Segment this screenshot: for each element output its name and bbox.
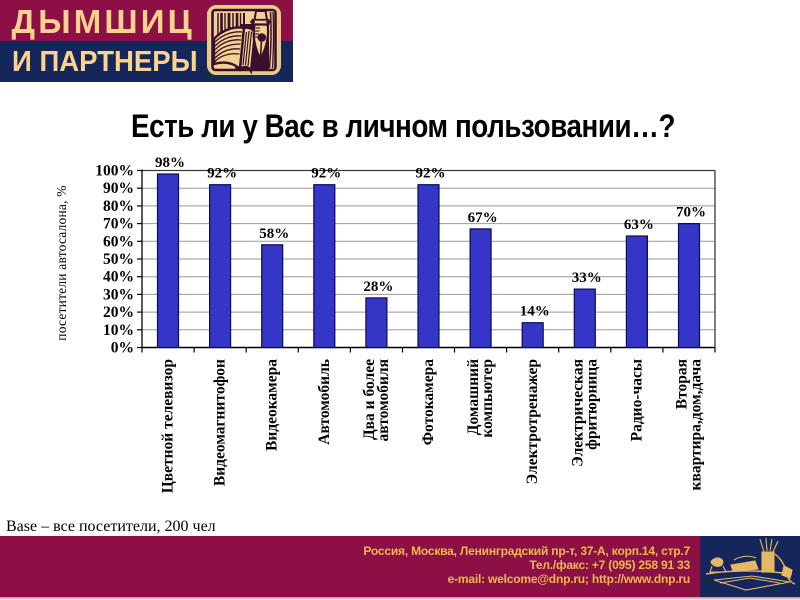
svg-text:Радио-часы: Радио-часы	[628, 359, 645, 441]
svg-text:80%: 80%	[103, 198, 134, 215]
svg-text:63%: 63%	[624, 217, 654, 233]
svg-text:70%: 70%	[103, 216, 134, 233]
svg-text:70%: 70%	[676, 205, 706, 221]
svg-text:Домашний: Домашний	[465, 359, 482, 435]
svg-text:Автомобиль: Автомобиль	[316, 359, 333, 445]
svg-text:33%: 33%	[572, 270, 602, 286]
svg-text:Электрическая: Электрическая	[569, 359, 586, 467]
svg-text:0%: 0%	[111, 340, 134, 357]
svg-text:Цветной телевизор: Цветной телевизор	[160, 359, 177, 493]
svg-text:90%: 90%	[103, 180, 134, 197]
svg-text:14%: 14%	[520, 304, 550, 320]
svg-text:67%: 67%	[468, 210, 498, 226]
svg-text:58%: 58%	[259, 226, 289, 242]
svg-text:Видеомагнитофон: Видеомагнитофон	[212, 359, 229, 486]
svg-text:Видеокамера: Видеокамера	[264, 359, 281, 451]
svg-text:фритюрница: фритюрница	[583, 359, 600, 450]
svg-text:Электротренажер: Электротренажер	[524, 359, 541, 484]
svg-text:Два и более: Два и более	[361, 359, 378, 440]
svg-text:50%: 50%	[103, 251, 134, 268]
svg-text:100%: 100%	[95, 163, 134, 180]
svg-text:Вторая: Вторая	[674, 359, 691, 409]
svg-text:квартира,дом,дача: квартира,дом,дача	[688, 359, 705, 491]
svg-text:98%: 98%	[155, 155, 185, 171]
svg-text:10%: 10%	[103, 322, 134, 339]
svg-text:92%: 92%	[311, 166, 341, 182]
svg-text:30%: 30%	[103, 286, 134, 303]
svg-text:20%: 20%	[103, 304, 134, 321]
svg-text:28%: 28%	[363, 279, 393, 295]
svg-text:40%: 40%	[103, 269, 134, 286]
svg-text:автомобиля: автомобиля	[375, 359, 392, 441]
svg-text:60%: 60%	[103, 233, 134, 250]
svg-text:92%: 92%	[207, 166, 237, 182]
svg-text:компьютер: компьютер	[479, 359, 496, 438]
svg-text:92%: 92%	[416, 166, 446, 182]
svg-text:посетители автосалона, %: посетители автосалона, %	[54, 185, 69, 340]
svg-text:Фотокамера: Фотокамера	[420, 359, 437, 446]
